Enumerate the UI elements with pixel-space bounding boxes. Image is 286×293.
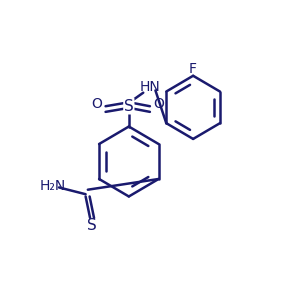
Text: O: O bbox=[153, 97, 164, 111]
Text: S: S bbox=[124, 99, 134, 114]
Text: O: O bbox=[91, 97, 102, 111]
Text: HN: HN bbox=[140, 80, 160, 94]
Text: H₂N: H₂N bbox=[39, 179, 65, 193]
Text: S: S bbox=[88, 218, 97, 233]
Text: F: F bbox=[189, 62, 197, 76]
